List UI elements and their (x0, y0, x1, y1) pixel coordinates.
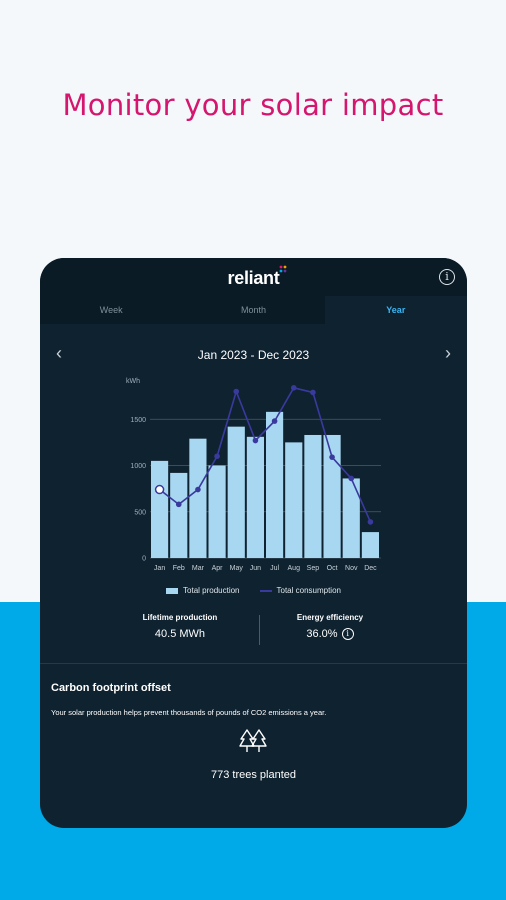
consumption-point (195, 486, 201, 493)
trees-icon (239, 729, 267, 752)
legend-production-label: Total production (183, 586, 240, 595)
energy-efficiency-value-row: 36.0% i (250, 628, 410, 641)
energy-efficiency-stat: Energy efficiency 36.0% i (250, 613, 410, 641)
energy-chart: kWh 0 500 1000 1500 Jan Feb Mar Apr May Jun Jul Aug S… (126, 378, 381, 572)
consumption-point (214, 453, 220, 460)
legend-production: Total production (166, 586, 240, 595)
app-header: reliant i (40, 258, 467, 296)
date-range-title: Jan 2023 - Dec 2023 (197, 348, 310, 362)
production-bar (208, 465, 226, 558)
production-bar (246, 436, 264, 558)
x-tick-label: Oct (327, 565, 338, 572)
legend-consumption-swatch (259, 589, 272, 592)
logo-dots-icon (280, 265, 287, 273)
x-tick-label: Nov (345, 565, 358, 572)
legend-consumption-label: Total consumption (276, 586, 341, 595)
section-divider (40, 663, 467, 664)
consumption-point (329, 454, 335, 460)
period-tabs: Week Month Year (40, 296, 467, 324)
production-bar (189, 438, 207, 558)
y-axis-unit-label: kWh (126, 378, 140, 385)
y-tick-label: 0 (142, 556, 146, 563)
x-tick-label: Apr (212, 565, 224, 572)
lifetime-production-label: Lifetime production (142, 613, 218, 622)
x-tick-label: Feb (173, 565, 185, 572)
info-icon[interactable]: i (341, 628, 354, 641)
production-bar (170, 472, 188, 558)
consumption-point (271, 418, 278, 424)
device-screen: reliant i Week Month Year ‹ Jan 2023 - D… (40, 258, 467, 828)
lifetime-production-stat: Lifetime production 40.5 MWh (100, 613, 260, 640)
production-bar (266, 411, 284, 558)
consumption-point (175, 501, 182, 508)
y-tick-label: 500 (134, 509, 146, 516)
tab-year[interactable]: Year (324, 296, 467, 324)
reliant-logo: reliant (40, 265, 467, 289)
logo-text: reliant (227, 268, 280, 288)
chevron-left-icon[interactable]: ‹ (56, 343, 62, 363)
tab-week[interactable]: Week (40, 296, 183, 324)
production-bar (361, 532, 379, 558)
production-bar (227, 426, 245, 558)
carbon-description: Your solar production helps prevent thou… (51, 708, 327, 717)
y-tick-label: 1000 (130, 463, 146, 470)
consumption-point (348, 475, 355, 482)
x-tick-label: Jul (270, 565, 279, 572)
chart-legend: Total production Total consumption (40, 586, 467, 595)
x-tick-label: Dec (364, 565, 377, 572)
stats-divider (259, 615, 260, 645)
legend-production-swatch (166, 587, 179, 594)
tab-month[interactable]: Month (182, 296, 325, 324)
consumption-line (159, 386, 372, 523)
energy-efficiency-label: Energy efficiency (296, 613, 364, 622)
lifetime-production-value: 40.5 MWh (154, 628, 206, 640)
x-tick-label: May (230, 565, 244, 572)
consumption-point-selected (154, 484, 165, 495)
stats-row: Lifetime production 40.5 MWh Energy effi… (40, 613, 467, 649)
x-tick-label: Jun (250, 565, 261, 572)
consumption-point (290, 385, 297, 391)
trees-planted: 773 trees planted (210, 769, 296, 781)
production-bar (304, 434, 322, 558)
legend-consumption: Total consumption (259, 586, 341, 595)
carbon-title: Carbon footprint offset (51, 682, 171, 694)
consumption-point (367, 519, 374, 525)
consumption-point (310, 389, 316, 396)
y-tick-label: 1500 (130, 417, 146, 424)
x-tick-label: Sep (307, 565, 320, 572)
x-tick-label: Mar (192, 565, 205, 572)
production-bar (285, 442, 303, 558)
production-bar (342, 478, 360, 558)
chevron-right-icon[interactable]: › (445, 343, 451, 363)
x-tick-label: Aug (288, 565, 301, 572)
consumption-point (233, 388, 240, 395)
headline: Monitor your solar impact (62, 88, 444, 122)
x-tick-label: Jan (154, 565, 165, 572)
consumption-point (252, 437, 259, 444)
production-bar (323, 434, 341, 558)
production-bar (151, 460, 169, 558)
energy-efficiency-value: 36.0% (306, 628, 338, 640)
info-icon[interactable]: i (439, 269, 455, 285)
